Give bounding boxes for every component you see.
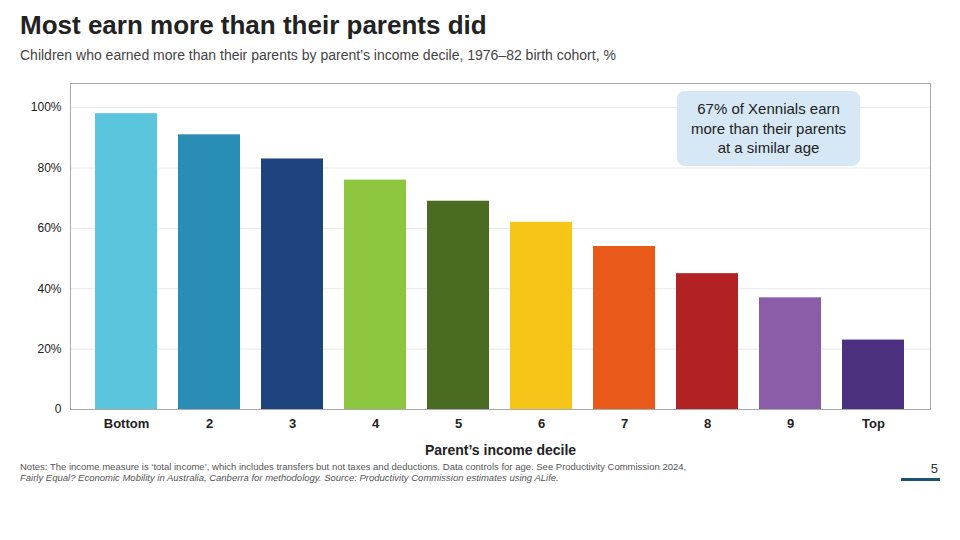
html-text:Children who earned more than: Children who earned more than their pare… xyxy=(20,47,616,63)
svg-text:7: 7 xyxy=(621,416,628,431)
svg-text:Top: Top xyxy=(862,416,885,431)
svg-text:9: 9 xyxy=(787,416,794,431)
html-text:Most earn more than their pare: Most earn more than their parents did xyxy=(20,10,487,40)
svg-text:Bottom: Bottom xyxy=(104,416,150,431)
svg-text:Parent’s income decile: Parent’s income decile xyxy=(425,442,576,458)
svg-text:6: 6 xyxy=(538,416,545,431)
svg-text:100%: 100% xyxy=(31,100,62,114)
svg-text:80%: 80% xyxy=(37,161,61,175)
svg-text:40%: 40% xyxy=(37,282,61,296)
html-text:Fairly Equal? Economic Mobilit: Fairly Equal? Economic Mobility in Austr… xyxy=(20,472,559,483)
svg-text:2: 2 xyxy=(206,416,213,431)
svg-text:5: 5 xyxy=(455,416,462,431)
html-text:5: 5 xyxy=(930,461,938,476)
svg-text:3: 3 xyxy=(289,416,296,431)
svg-text:8: 8 xyxy=(704,416,711,431)
html-text:Notes: The income measure is ‘: Notes: The income measure is ‘total inco… xyxy=(20,461,687,472)
html-text:67% of Xennials earn more than: 67% of Xennials earn more than their par… xyxy=(691,100,847,156)
svg-text:60%: 60% xyxy=(37,221,61,235)
svg-text:4: 4 xyxy=(372,416,380,431)
svg-text:0: 0 xyxy=(55,402,62,416)
svg-text:20%: 20% xyxy=(37,342,61,356)
